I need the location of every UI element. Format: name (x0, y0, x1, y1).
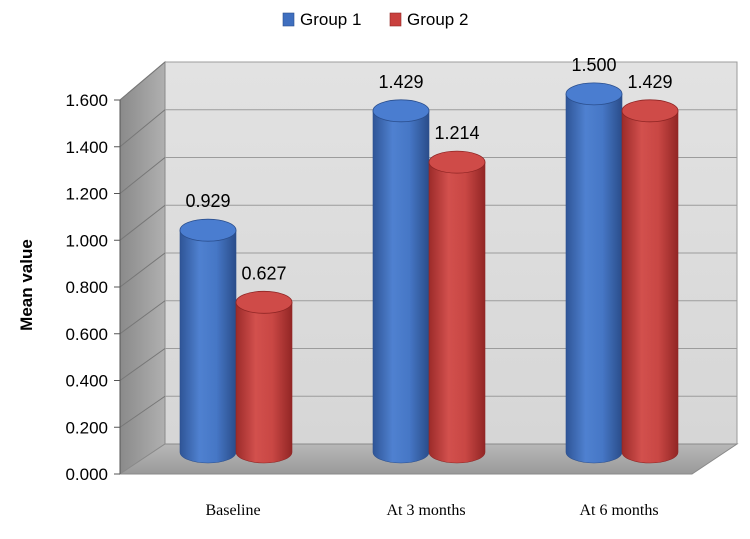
bar-body (621, 110, 679, 464)
bar-1-1 (179, 218, 237, 464)
y-tick-label: 1.400 (65, 138, 108, 157)
bar-body (372, 110, 430, 464)
data-label: 1.214 (434, 123, 479, 143)
gridline-side (119, 157, 166, 194)
bar-body (179, 229, 237, 464)
bar-cap (372, 99, 430, 123)
y-tick-label: 1.000 (65, 231, 108, 250)
y-axis-title: Mean value (17, 239, 36, 331)
y-tick-label: 0.400 (65, 372, 108, 391)
gridline-side (119, 395, 166, 428)
gridline-side (119, 348, 166, 381)
x-tick-label: Baseline (205, 502, 260, 519)
gridline-side (119, 61, 166, 101)
y-tick-label: 0.000 (65, 465, 108, 484)
gridline-side (119, 252, 166, 288)
data-label: 0.929 (185, 191, 230, 211)
data-label: 0.627 (241, 263, 286, 283)
y-axis: 0.000 0.200 0.400 0.600 0.800 1.000 1.200 1.400… (65, 91, 121, 484)
x-tick-label: At 6 months (579, 502, 658, 519)
bar-2-2 (428, 150, 486, 464)
legend-item: Group 2 (389, 10, 468, 29)
data-labels: 0.929 0.627 1.429 1.214 1.500 1.429 (185, 55, 672, 283)
gridline-side (119, 300, 166, 335)
bar-cap (565, 82, 623, 106)
legend: Group 1 Group 2 (282, 10, 468, 29)
gridline-side (119, 109, 166, 148)
y-tick-label: 1.600 (65, 91, 108, 110)
bar-body (235, 302, 293, 464)
y-tick-label: 1.200 (65, 185, 108, 204)
bar-1-3 (565, 82, 623, 464)
gridline-side (119, 204, 166, 241)
bar-cap (179, 218, 237, 242)
bar-cap (235, 290, 293, 314)
data-label: 1.500 (571, 55, 616, 75)
legend-swatch (389, 12, 402, 27)
bars (179, 82, 679, 464)
x-axis: Baseline At 3 months At 6 months (205, 502, 658, 519)
bar-cap (428, 150, 486, 174)
y-tick-label: 0.600 (65, 325, 108, 344)
bar-1-2 (372, 99, 430, 464)
x-tick-label: At 3 months (386, 502, 465, 519)
data-label: 1.429 (627, 72, 672, 92)
legend-label: Group 2 (407, 10, 468, 29)
bar-body (565, 93, 623, 464)
bar-body (428, 161, 486, 464)
bar-2-1 (235, 290, 293, 464)
data-label: 1.429 (378, 72, 423, 92)
legend-swatch (282, 12, 295, 27)
y-tick-label: 0.200 (65, 418, 108, 437)
legend-item: Group 1 (282, 10, 361, 29)
bar-cap (621, 99, 679, 123)
legend-label: Group 1 (300, 10, 361, 29)
y-tick-label: 0.800 (65, 278, 108, 297)
bar-2-3 (621, 99, 679, 464)
